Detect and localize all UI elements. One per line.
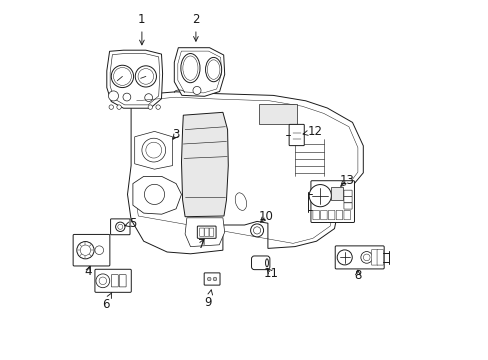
Ellipse shape (207, 60, 220, 79)
Text: 7: 7 (197, 238, 204, 251)
Ellipse shape (265, 259, 268, 267)
Circle shape (118, 224, 122, 229)
Circle shape (148, 105, 152, 109)
Polygon shape (185, 218, 224, 247)
Ellipse shape (183, 56, 198, 80)
Polygon shape (106, 50, 163, 108)
Text: 11: 11 (264, 267, 279, 280)
Circle shape (193, 86, 201, 94)
Text: 12: 12 (303, 125, 322, 138)
FancyBboxPatch shape (320, 210, 326, 220)
Circle shape (213, 277, 216, 281)
Circle shape (96, 274, 109, 288)
Circle shape (363, 254, 369, 261)
FancyBboxPatch shape (95, 269, 131, 292)
FancyBboxPatch shape (73, 234, 110, 266)
Text: 4: 4 (84, 265, 91, 278)
FancyBboxPatch shape (310, 181, 354, 222)
Ellipse shape (181, 54, 200, 83)
FancyBboxPatch shape (288, 124, 304, 145)
Circle shape (117, 105, 121, 109)
FancyBboxPatch shape (343, 190, 351, 197)
FancyBboxPatch shape (343, 210, 350, 220)
Text: 3: 3 (172, 129, 180, 141)
Circle shape (207, 277, 211, 281)
Text: 6: 6 (102, 292, 112, 311)
FancyBboxPatch shape (251, 256, 269, 270)
Circle shape (145, 142, 162, 158)
Circle shape (250, 224, 263, 237)
FancyBboxPatch shape (204, 273, 220, 285)
Circle shape (115, 222, 125, 231)
Circle shape (122, 93, 130, 101)
Text: 9: 9 (204, 290, 212, 309)
Text: 2: 2 (192, 13, 199, 41)
Text: 1: 1 (138, 13, 145, 45)
Circle shape (337, 250, 351, 265)
Bar (330, 186, 343, 201)
FancyBboxPatch shape (328, 210, 334, 220)
FancyBboxPatch shape (312, 210, 319, 220)
FancyBboxPatch shape (199, 228, 203, 236)
FancyBboxPatch shape (376, 250, 383, 265)
Text: 8: 8 (353, 269, 361, 282)
Circle shape (77, 242, 94, 259)
Circle shape (95, 246, 103, 255)
FancyBboxPatch shape (343, 203, 351, 209)
Circle shape (144, 184, 164, 204)
Circle shape (111, 65, 133, 87)
Polygon shape (134, 131, 172, 169)
Polygon shape (127, 92, 363, 254)
Text: 10: 10 (258, 210, 273, 222)
Polygon shape (181, 112, 228, 217)
Ellipse shape (235, 193, 246, 210)
Circle shape (308, 185, 331, 207)
FancyBboxPatch shape (204, 228, 208, 236)
Circle shape (156, 105, 160, 109)
Circle shape (253, 227, 260, 234)
Polygon shape (162, 142, 171, 150)
FancyBboxPatch shape (110, 219, 130, 235)
Circle shape (80, 245, 90, 255)
Polygon shape (133, 176, 181, 214)
Circle shape (135, 66, 156, 87)
Circle shape (144, 94, 152, 102)
Circle shape (142, 138, 165, 162)
FancyBboxPatch shape (335, 246, 384, 269)
Circle shape (99, 277, 106, 284)
FancyBboxPatch shape (336, 210, 342, 220)
Circle shape (108, 91, 118, 101)
Bar (258, 104, 296, 124)
FancyBboxPatch shape (209, 228, 213, 236)
Circle shape (360, 252, 372, 263)
FancyBboxPatch shape (119, 275, 126, 287)
FancyBboxPatch shape (343, 197, 351, 203)
FancyBboxPatch shape (371, 250, 377, 265)
Ellipse shape (205, 57, 221, 82)
Circle shape (113, 67, 131, 85)
FancyBboxPatch shape (197, 226, 216, 238)
Circle shape (109, 105, 113, 109)
Polygon shape (174, 48, 224, 96)
Text: 13: 13 (339, 174, 354, 186)
FancyBboxPatch shape (111, 275, 118, 287)
Text: 5: 5 (124, 217, 136, 230)
Circle shape (138, 69, 153, 84)
